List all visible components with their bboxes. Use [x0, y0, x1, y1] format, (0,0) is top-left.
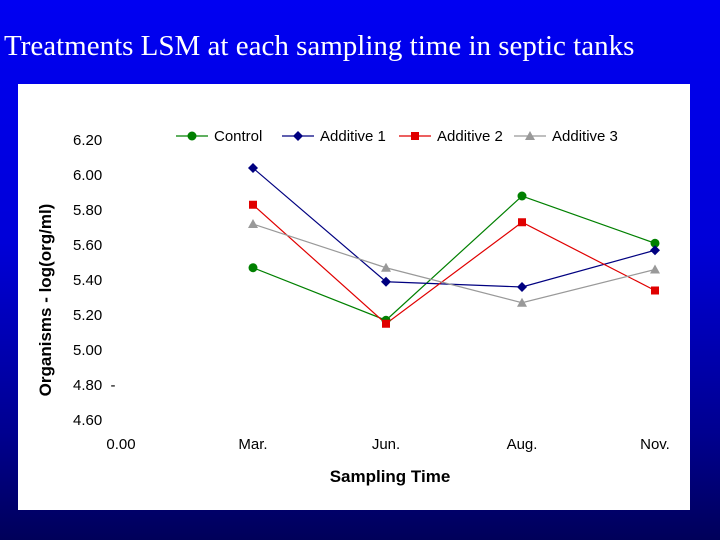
data-point [382, 319, 390, 328]
y-tick-label: 4.80 - [73, 377, 116, 394]
data-point [651, 286, 659, 295]
y-tick-label: 6.00 [73, 167, 102, 184]
data-point [517, 191, 527, 201]
series-line [252, 195, 656, 321]
x-tick-label: Mar. [238, 436, 267, 453]
legend-marker [411, 132, 419, 140]
data-point [517, 297, 527, 307]
data-point [381, 276, 391, 287]
x-tick-label: Aug. [507, 436, 538, 453]
series-line [252, 223, 656, 304]
data-point [650, 264, 660, 274]
legend-marker [525, 131, 535, 140]
data-point [248, 163, 258, 173]
legend-marker [293, 131, 303, 141]
series-points [248, 163, 660, 328]
x-axis-origin-label: 0.00 [106, 436, 135, 453]
y-tick-label: 4.60 [73, 412, 102, 429]
data-point [248, 263, 258, 273]
legend-label: Additive 1 [320, 128, 386, 145]
chart-legend: Control Additive 1 Additive 2 Additive 3 [176, 128, 618, 145]
x-tick-label: Nov. [640, 436, 670, 453]
slide-title: Treatments LSM at each sampling time in … [4, 30, 635, 62]
y-tick-label: 5.00 [73, 342, 102, 359]
x-axis-title: Sampling Time [330, 467, 451, 486]
data-point [249, 200, 257, 209]
chart-panel: Control Additive 1 Additive 2 Additive 3 6.… [18, 84, 690, 510]
y-tick-label: 6.20 [73, 132, 102, 149]
series-lines [252, 167, 656, 325]
y-axis-title: Organisms - log(org/ml) [36, 204, 55, 397]
legend-label: Additive 3 [552, 128, 618, 145]
series-line [252, 204, 656, 325]
y-tick-label: 5.40 [73, 272, 102, 289]
y-tick-label: 5.80 [73, 202, 102, 219]
data-point [650, 238, 660, 248]
legend-label: Control [214, 128, 262, 145]
y-tick-label: 5.60 [73, 237, 102, 254]
series-line [252, 167, 656, 288]
data-point [248, 219, 258, 228]
legend-marker [187, 131, 197, 141]
x-tick-label: Jun. [372, 436, 400, 453]
data-point [517, 282, 527, 292]
y-axis-ticks: 6.20 6.00 5.80 5.60 5.40 5.20 5.00 4.80 - 4.60 [73, 132, 116, 429]
data-point [381, 262, 391, 272]
data-point [650, 245, 660, 256]
data-point [518, 218, 526, 227]
y-tick-label: 5.20 [73, 307, 102, 324]
line-chart: Control Additive 1 Additive 2 Additive 3 6.… [36, 128, 670, 486]
x-axis-ticks: 0.00 Mar. Jun. Aug. Nov. [106, 436, 669, 453]
legend-label: Additive 2 [437, 128, 503, 145]
